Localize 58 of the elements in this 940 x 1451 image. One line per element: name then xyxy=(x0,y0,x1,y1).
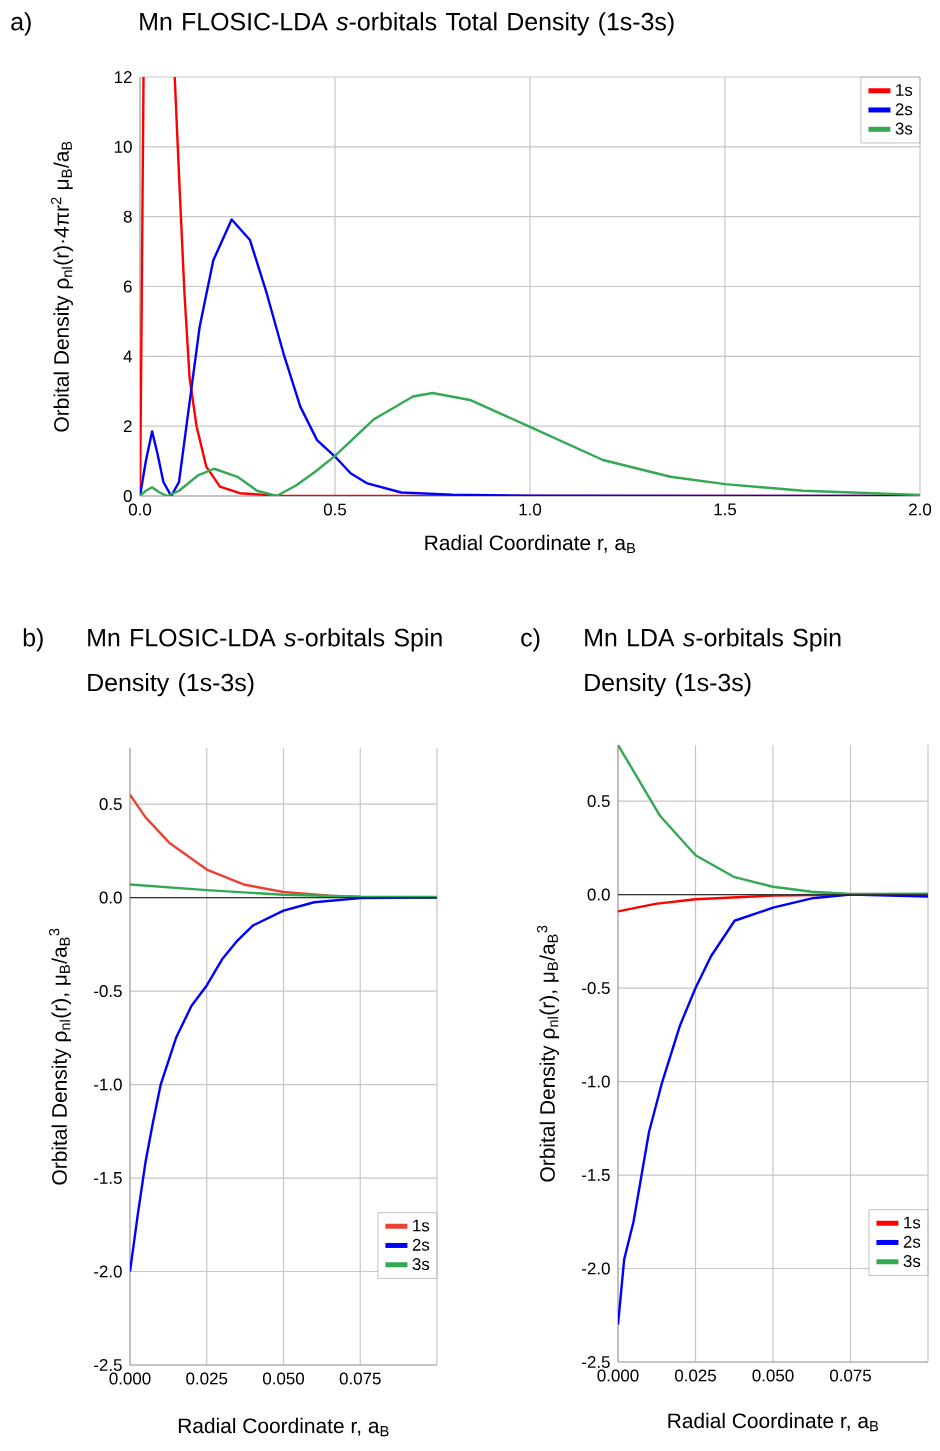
y-tick-label: -1.5 xyxy=(582,1169,610,1181)
y-tick-label: 2 xyxy=(123,420,132,433)
chart-title: Mn FLOSIC-LDA s-orbitals Total Density (1s-3s) xyxy=(140,12,674,36)
y-tick-label: -2.0 xyxy=(582,1262,610,1275)
y-tick-label: -1.0 xyxy=(582,1075,610,1088)
x-axis-title: Radial Coordinate r, a$_{B}$ xyxy=(178,1417,389,1437)
line-series xyxy=(618,745,929,896)
y-tick-label: 0.0 xyxy=(587,888,610,901)
y-tick-label: -0.5 xyxy=(582,982,610,995)
x-tick-label: 1.5 xyxy=(714,503,737,516)
y-tick-label: -1.5 xyxy=(94,1172,122,1184)
chart-title: Mn FLOSIC-LDA s-orbitals Spin Density (1s-3s) xyxy=(88,628,442,697)
x-tick-label: 2.0 xyxy=(909,503,932,516)
y-tick-label: 6 xyxy=(123,280,132,293)
legend-label: 2s xyxy=(903,1235,921,1248)
x-tick-label: 0.075 xyxy=(339,1372,381,1385)
chart-title: Mn LDA s-orbitals Spin Density (1s-3s) xyxy=(585,628,841,697)
x-tick-label: 0.050 xyxy=(262,1372,305,1385)
y-axis-title: Orbital Density ρ$_{nl}$(r), μ$_{B}$/a$_{B}$3 xyxy=(48,928,72,1185)
y-tick-label: 0 xyxy=(123,489,132,502)
x-tick-label: 0.075 xyxy=(829,1369,871,1382)
y-tick-label: -2.5 xyxy=(94,1359,122,1371)
y-tick-label: -2.5 xyxy=(582,1356,610,1368)
x-tick-label: 1.0 xyxy=(519,503,542,516)
x-tick-label: 0.050 xyxy=(752,1369,794,1382)
legend-label: 1s xyxy=(413,1219,430,1232)
y-tick-label: 8 xyxy=(123,210,132,223)
y-tick-label: 10 xyxy=(114,140,132,153)
y-tick-label: 0.5 xyxy=(99,798,122,811)
y-tick-label: 12 xyxy=(114,71,132,83)
y-tick-label: 0.0 xyxy=(99,891,122,904)
text: c) xyxy=(521,628,540,652)
legend-label: 2s xyxy=(895,103,913,116)
x-tick-label: 0.000 xyxy=(597,1369,639,1382)
y-tick-label: -2.0 xyxy=(94,1265,122,1278)
legend-label: 3s xyxy=(895,122,913,135)
text: b) xyxy=(23,628,43,652)
x-axis-title: Radial Coordinate r, a$_{B}$ xyxy=(425,534,636,554)
line-series xyxy=(618,893,929,1326)
y-axis-title: Orbital Density ρ$_{nl}$(r), μ$_{B}$/a$_{B}$3 xyxy=(536,925,560,1182)
y-axis-title: Orbital Density ρ$_{nl}$(r)·4πr$^{2}$ μ$_{B}$/a$_{B}$ xyxy=(50,141,74,432)
legend-label: 3s xyxy=(412,1258,430,1271)
line-series xyxy=(130,883,437,899)
x-tick-label: 0.5 xyxy=(323,503,347,516)
x-tick-label: 0.000 xyxy=(109,1372,151,1385)
y-tick-label: 0.5 xyxy=(587,795,610,808)
legend-label: 1s xyxy=(896,84,913,96)
y-tick-label: 4 xyxy=(123,350,132,363)
legend-label: 2s xyxy=(412,1238,430,1251)
legend-label: 3s xyxy=(903,1255,921,1268)
y-tick-label: -0.5 xyxy=(94,985,122,998)
y-tick-label: -1.0 xyxy=(94,1078,122,1091)
x-tick-label: 0.025 xyxy=(186,1372,228,1385)
x-axis-title: Radial Coordinate r, a$_{B}$ xyxy=(668,1412,879,1432)
x-tick-label: 0.025 xyxy=(674,1369,716,1382)
legend-label: 1s xyxy=(904,1216,921,1229)
line-series xyxy=(130,896,437,1273)
text: a) xyxy=(11,12,31,36)
